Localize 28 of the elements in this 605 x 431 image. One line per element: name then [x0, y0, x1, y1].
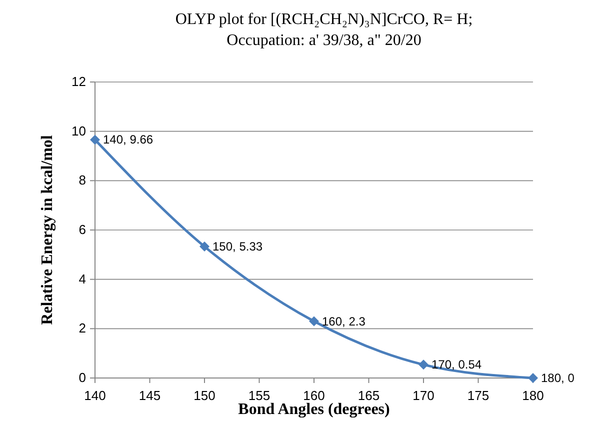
y-tick-label: 10	[72, 123, 86, 138]
x-tick-label: 140	[84, 388, 106, 403]
point	[90, 134, 100, 145]
data-label: 160, 2.3	[322, 314, 366, 328]
y-tick-label: 6	[78, 222, 86, 237]
x-tick-label: 180	[522, 388, 544, 403]
y-tick-label: 4	[78, 271, 86, 286]
x-tick-label: 165	[358, 388, 380, 403]
x-tick-label: 170	[412, 388, 434, 403]
data-label: 170, 0.54	[432, 358, 482, 372]
x-axis-title: Bond Angles (degrees)	[238, 401, 390, 418]
data-label: 140, 9.66	[103, 132, 154, 147]
point	[418, 360, 428, 370]
y-tick-label: 12	[72, 74, 86, 89]
point	[200, 242, 210, 252]
x-tick-label: 150	[194, 388, 216, 403]
y-axis-title: Relative Energy in kcal/mol	[39, 134, 56, 325]
chart-title: OLYP plot for [(RCH₂CH₂N)₃N]CrCO, R= H; Occupation: a' 39/38, a" 20/20	[175, 11, 473, 49]
x-tick-label: 160	[303, 388, 325, 403]
y-tick-label: 8	[78, 172, 86, 188]
x-tick-label: 145	[138, 388, 161, 403]
data-label: 180, 0	[541, 371, 575, 385]
x-tick-label: 175	[467, 388, 490, 403]
point	[309, 316, 319, 326]
y-tick-label: 0	[78, 370, 86, 385]
x-tick-label: 155	[248, 388, 270, 403]
data-label: 150, 5.33	[212, 240, 263, 254]
y-tick-label: 2	[78, 320, 86, 336]
